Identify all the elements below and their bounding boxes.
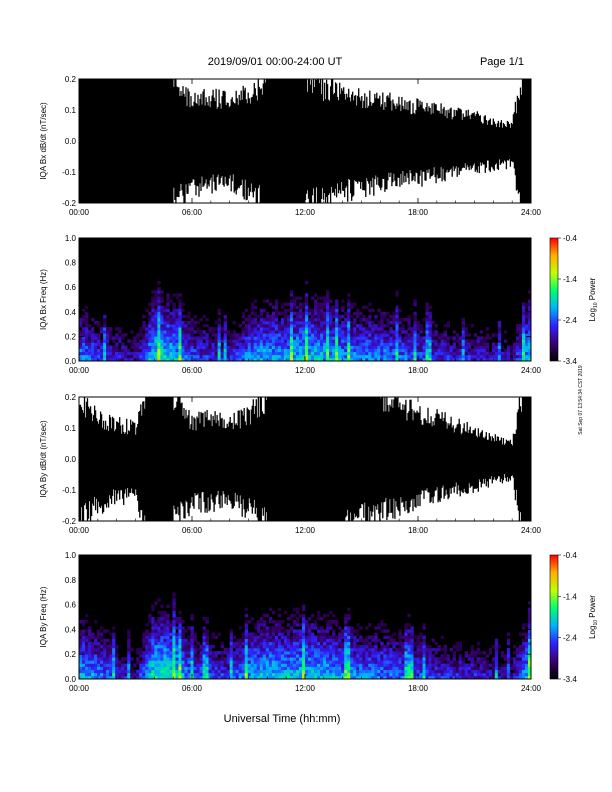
x-tick-label: 24:00 (521, 684, 542, 693)
x-tick-label: 24:00 (521, 526, 542, 535)
panel-1: 00:00 06:00 12:00 18:00 24:00 0.2 0.1 0.0 -0.1 -0… (39, 75, 542, 217)
panel-2: -0.4 -1.4 -2.4 -3.4 Log10 Power 00:00 06:00 12:… (39, 234, 599, 375)
colorbar-label: Log10 Power (588, 595, 599, 639)
spectrogram-cells (79, 592, 532, 680)
x-tick-label: 00:00 (69, 366, 90, 375)
x-tick-label: 18:00 (408, 208, 429, 217)
y-tick-label: -0.1 (62, 168, 76, 177)
panel-3: 00:00 06:00 12:00 18:00 24:00 0.2 0.1 0.0 -0.1 -0… (39, 393, 542, 535)
y-tick-label: 0.6 (65, 283, 77, 292)
x-tick-label: 06:00 (182, 684, 203, 693)
y-tick-label: 0.1 (65, 424, 77, 433)
colorbar-tick-label: -3.4 (563, 357, 577, 366)
y-tick-label: 0.0 (65, 455, 77, 464)
colorbar-tick-label: -1.4 (563, 592, 577, 601)
y-axis-label: IQA Bx dB/dt (nT/sec) (39, 102, 48, 180)
y-axis-label: IQA By dB/dt (nT/sec) (39, 420, 48, 498)
x-tick-label: 06:00 (182, 366, 203, 375)
panels-group: 00:00 06:00 12:00 18:00 24:00 0.2 0.1 0.0 -0.1 -0… (39, 75, 599, 693)
colorbar (549, 237, 559, 362)
y-tick-label: 0.6 (65, 601, 77, 610)
colorbar-tick-label: -0.4 (563, 551, 577, 560)
colorbar-label: Log10 Power (588, 277, 599, 321)
y-axis-label: IQA Bx Freq (Hz) (39, 269, 48, 330)
y-tick-label: 0.4 (65, 308, 77, 317)
x-tick-label: 06:00 (182, 526, 203, 535)
x-tick-label: 00:00 (69, 526, 90, 535)
colorbar-tick-label: -0.4 (563, 234, 577, 243)
header-page: Page 1/1 (480, 56, 524, 68)
colorbar-tick-label: -2.4 (563, 634, 577, 643)
y-tick-label: 0.4 (65, 625, 77, 634)
y-tick-label: 0.0 (65, 357, 77, 366)
y-tick-label: 0.0 (65, 675, 77, 684)
x-tick-label: 18:00 (408, 366, 429, 375)
y-tick-label: 0.1 (65, 106, 77, 115)
y-tick-label: 0.2 (65, 650, 77, 659)
x-tick-label: 24:00 (521, 366, 542, 375)
x-tick-label: 12:00 (295, 526, 316, 535)
y-tick-label: 0.2 (65, 393, 77, 402)
side-timestamp: Sat Sep 07 13:54:34 CST 2019 (578, 365, 584, 435)
x-tick-label: 12:00 (295, 684, 316, 693)
x-tick-label: 12:00 (295, 366, 316, 375)
y-tick-label: -0.1 (62, 486, 76, 495)
y-tick-label: -0.2 (62, 517, 76, 526)
x-tick-label: 24:00 (521, 208, 542, 217)
spectrogram-cells (79, 281, 532, 362)
y-tick-label: 0.2 (65, 75, 77, 84)
x-tick-label: 00:00 (69, 208, 90, 217)
y-tick-label: 0.2 (65, 332, 77, 341)
y-tick-label: 0.8 (65, 259, 77, 268)
x-tick-label: 18:00 (408, 526, 429, 535)
colorbar-tick-label: -1.4 (563, 275, 577, 284)
y-tick-label: 0.0 (65, 137, 77, 146)
y-axis-label: IQA By Freq (Hz) (39, 586, 48, 647)
y-tick-label: 1.0 (65, 551, 77, 560)
x-tick-label: 06:00 (182, 208, 203, 217)
x-axis-label: Universal Time (hh:mm) (224, 713, 341, 725)
colorbar-tick-label: -3.4 (563, 675, 577, 684)
x-tick-label: 18:00 (408, 684, 429, 693)
x-tick-label: 12:00 (295, 208, 316, 217)
header-date-range: 2019/09/01 00:00-24:00 UT (208, 56, 343, 68)
colorbar-tick-label: -2.4 (563, 316, 577, 325)
y-tick-label: 0.8 (65, 576, 77, 585)
x-tick-label: 00:00 (69, 684, 90, 693)
colorbar (549, 554, 559, 680)
y-tick-label: 1.0 (65, 234, 77, 243)
panel-4: -0.4 -1.4 -2.4 -3.4 Log10 Power 00:00 06:00 12:… (39, 551, 599, 693)
y-tick-label: -0.2 (62, 199, 76, 208)
